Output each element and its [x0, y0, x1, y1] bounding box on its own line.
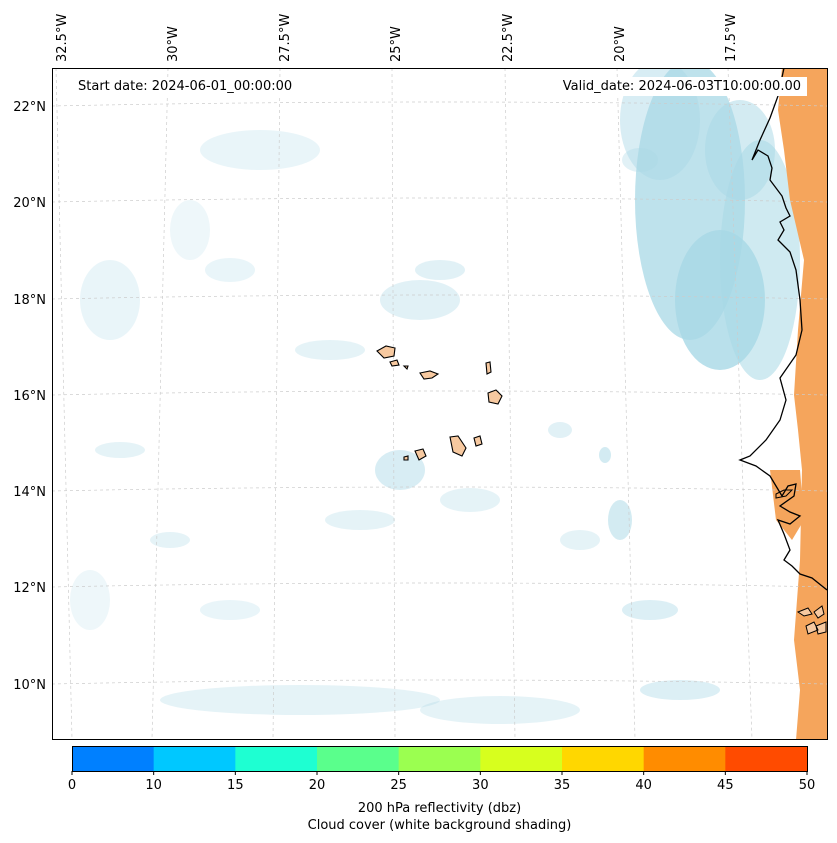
lon-tick-label: 30°W: [166, 26, 181, 62]
lat-tick-label: 12°N: [13, 581, 46, 596]
cloud-patch: [325, 510, 395, 530]
longitude-gridline: [392, 68, 395, 739]
cloud-patch: [200, 130, 320, 170]
cloud-patch: [599, 447, 611, 463]
cloud-patch: [415, 260, 465, 280]
colorbar-tick-label: 25: [390, 778, 407, 793]
cloud-patch: [548, 422, 572, 438]
cloud-patch: [420, 696, 580, 724]
lon-tick-label: 17.5°W: [724, 14, 739, 62]
cloud-patch: [440, 488, 500, 512]
island-santo-antao: [377, 346, 395, 358]
colorbar-label-cloud-cover: Cloud cover (white background shading): [52, 818, 827, 833]
colorbar-tick-label: 10: [145, 778, 162, 793]
lat-tick-label: 18°N: [13, 293, 46, 308]
cloud-patch: [95, 442, 145, 458]
cloud-patch: [80, 260, 140, 340]
cloud-patch: [70, 570, 110, 630]
latitude-gridline: [52, 680, 827, 684]
longitude-gridline: [152, 68, 168, 739]
start-date-label: Start date: 2024-06-01_00:00:00: [72, 77, 298, 96]
lat-tick-label: 20°N: [13, 196, 46, 211]
colorbar-bin: [725, 746, 807, 771]
colorbar-tick-label: 50: [799, 778, 816, 793]
cloud-patch: [200, 600, 260, 620]
colorbar-ticks: 0 10 15 20 25 30 35 40 45 50: [68, 771, 815, 793]
colorbar-bin: [235, 746, 317, 771]
colorbar-label-reflectivity: 200 hPa reflectivity (dbz): [52, 801, 827, 816]
latitude-gridline: [52, 583, 827, 587]
latitude-tick-labels: 22°N 20°N 18°N 16°N 14°N 12°N 10°N: [13, 100, 46, 693]
colorbar-bin: [644, 746, 726, 771]
colorbar-tick-label: 20: [309, 778, 326, 793]
longitude-tick-labels: 32.5°W 30°W 27.5°W 25°W 22.5°W 20°W 17.5…: [55, 14, 739, 62]
cloud-patch: [705, 100, 775, 200]
colorbar-tick-label: 45: [717, 778, 734, 793]
latitude-gridline: [52, 487, 827, 491]
lon-tick-label: 32.5°W: [55, 14, 70, 62]
colorbar-tick-label: 40: [635, 778, 652, 793]
colorbar-bin: [154, 746, 236, 771]
latitude-gridline: [52, 391, 827, 395]
colorbar-bin: [317, 746, 399, 771]
colorbar: [72, 746, 808, 771]
cloud-patch: [170, 200, 210, 260]
longitude-gridline: [505, 68, 515, 739]
island-boa-vista: [488, 390, 502, 404]
colorbar-bin: [399, 746, 481, 771]
valid-date-label: Valid_date: 2024-06-03T10:00:00.00: [557, 77, 807, 96]
colorbar-tick-label: 35: [554, 778, 571, 793]
cloud-patch: [560, 530, 600, 550]
cloud-cover-shading: [70, 60, 800, 724]
cloud-patch: [380, 280, 460, 320]
lat-tick-label: 16°N: [13, 389, 46, 404]
island-maio: [474, 436, 482, 446]
lat-tick-label: 22°N: [13, 100, 46, 115]
lon-tick-label: 27.5°W: [278, 14, 293, 62]
colorbar-tick-label: 15: [227, 778, 244, 793]
cape-verde-islands: [377, 346, 502, 460]
cloud-patch: [205, 258, 255, 282]
island-sal: [486, 362, 491, 374]
island-sao-vicente: [390, 360, 399, 366]
cloud-patch: [160, 685, 440, 715]
cloud-patch: [622, 148, 658, 172]
island-sao-nicolau: [420, 371, 438, 379]
cloud-patch: [640, 680, 720, 700]
lon-tick-label: 20°W: [613, 26, 628, 62]
lat-tick-label: 14°N: [13, 485, 46, 500]
island-santiago: [450, 436, 466, 456]
lon-tick-label: 25°W: [389, 26, 404, 62]
cloud-patch: [622, 600, 678, 620]
lon-tick-label: 22.5°W: [501, 14, 516, 62]
colorbar-bin: [480, 746, 562, 771]
colorbar-bin: [562, 746, 644, 771]
colorbar-tick-label: 0: [68, 778, 76, 793]
island-santa-luzia: [404, 366, 408, 369]
coastal-reflectivity-shading-south: [770, 470, 804, 540]
longitude-gridline: [56, 68, 72, 739]
colorbar-bin: [72, 746, 154, 771]
cloud-patch: [295, 340, 365, 360]
colorbar-tick-label: 30: [472, 778, 489, 793]
lat-tick-label: 10°N: [13, 678, 46, 693]
cloud-patch: [150, 532, 190, 548]
island-brava: [404, 456, 408, 460]
